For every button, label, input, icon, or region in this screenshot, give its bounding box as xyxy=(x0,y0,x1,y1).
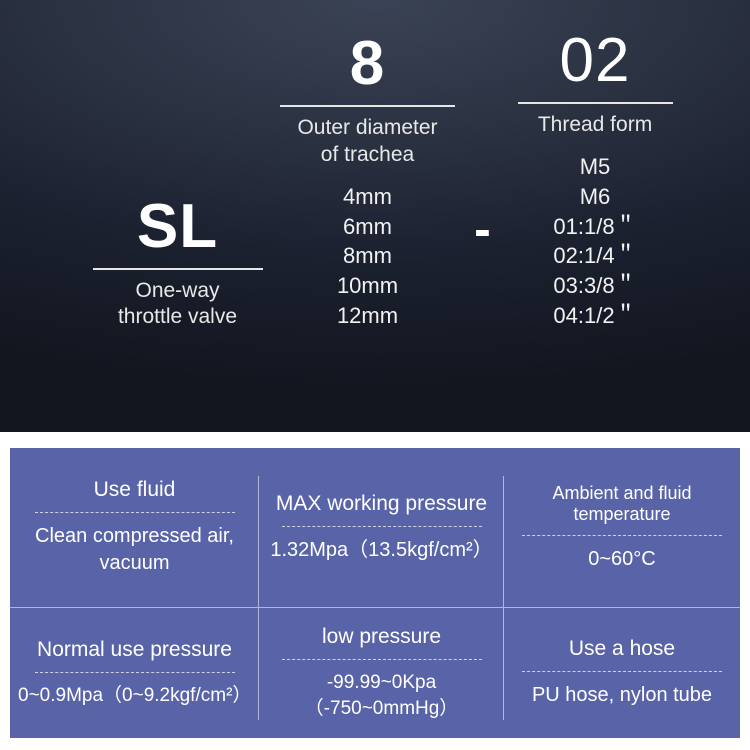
code-sl-sub: One-way throttle valve xyxy=(75,278,280,331)
list-item: 4mm xyxy=(280,182,455,212)
thread-options-list: M5 M6 01:1/8＂ 02:1/4＂ 03:3/8＂ 04:1/2＂ xyxy=(510,152,680,330)
spec-value: Clean compressed air, vacuum xyxy=(35,523,234,577)
code-sl-big: SL xyxy=(75,196,280,258)
code-segment-sl: SL One-way throttle valve xyxy=(75,196,280,331)
divider-line xyxy=(518,102,673,104)
divider-line xyxy=(93,268,263,270)
code-segment-thread: 02 Thread form M5 M6 01:1/8＂ 02:1/4＂ 03:… xyxy=(510,30,680,330)
dotted-divider xyxy=(522,671,722,672)
list-item: 12mm xyxy=(280,301,455,331)
dotted-divider xyxy=(282,659,482,660)
list-item: M6 xyxy=(510,182,680,212)
model-code-panel: SL One-way throttle valve 8 Outer diamet… xyxy=(0,0,750,432)
dotted-divider xyxy=(522,535,722,536)
spec-cell: Normal use pressure 0~0.9Mpa（0~9.2kgf/cm… xyxy=(10,608,259,738)
code-segment-dash: - xyxy=(455,204,510,330)
spec-cell: Use a hose PU hose, nylon tube xyxy=(504,608,740,738)
list-item: 04:1/2＂ xyxy=(510,301,680,331)
code-dia-sub: Outer diameter of trachea xyxy=(280,115,455,168)
spec-cell: Use fluid Clean compressed air, vacuum xyxy=(10,448,259,608)
spec-value: 1.32Mpa（13.5kgf/cm²） xyxy=(270,537,492,564)
list-item: 10mm xyxy=(280,271,455,301)
divider-line xyxy=(280,105,455,107)
list-item: 01:1/8＂ xyxy=(510,212,680,242)
spec-value: 0~0.9Mpa（0~9.2kgf/cm²） xyxy=(18,683,251,709)
spec-value: -99.99~0Kpa（-750~0mmHg） xyxy=(267,670,496,721)
diameter-options-list: 4mm 6mm 8mm 10mm 12mm xyxy=(280,182,455,330)
spec-value: PU hose, nylon tube xyxy=(532,682,712,709)
spec-table: Use fluid Clean compressed air, vacuum M… xyxy=(10,448,740,738)
list-item: 6mm xyxy=(280,212,455,242)
spec-title: Normal use pressure xyxy=(37,638,232,662)
list-item: 8mm xyxy=(280,241,455,271)
model-code-row: SL One-way throttle valve 8 Outer diamet… xyxy=(0,0,750,330)
code-thr-sub: Thread form xyxy=(510,112,680,138)
list-item: 03:3/8＂ xyxy=(510,271,680,301)
code-dia-big: 8 xyxy=(280,33,455,95)
spec-title: low pressure xyxy=(322,625,441,649)
spec-cell: MAX working pressure 1.32Mpa（13.5kgf/cm²… xyxy=(259,448,504,608)
list-item: 02:1/4＂ xyxy=(510,241,680,271)
code-segment-diameter: 8 Outer diameter of trachea 4mm 6mm 8mm … xyxy=(280,33,455,330)
spec-title: Use a hose xyxy=(569,637,675,661)
dotted-divider xyxy=(35,512,235,513)
spec-title: Use fluid xyxy=(94,478,176,502)
spec-cell: Ambient and fluid temperature 0~60°C xyxy=(504,448,740,608)
spec-cell: low pressure -99.99~0Kpa（-750~0mmHg） xyxy=(259,608,504,738)
code-thr-big: 02 xyxy=(510,30,680,92)
spec-value: 0~60°C xyxy=(588,546,656,573)
spec-title: MAX working pressure xyxy=(276,492,487,516)
spec-title: Ambient and fluid temperature xyxy=(512,483,732,525)
dash-char: - xyxy=(455,204,510,260)
dotted-divider xyxy=(35,672,235,673)
list-item: M5 xyxy=(510,152,680,182)
spec-table-wrap: Use fluid Clean compressed air, vacuum M… xyxy=(0,432,750,738)
dotted-divider xyxy=(282,526,482,527)
